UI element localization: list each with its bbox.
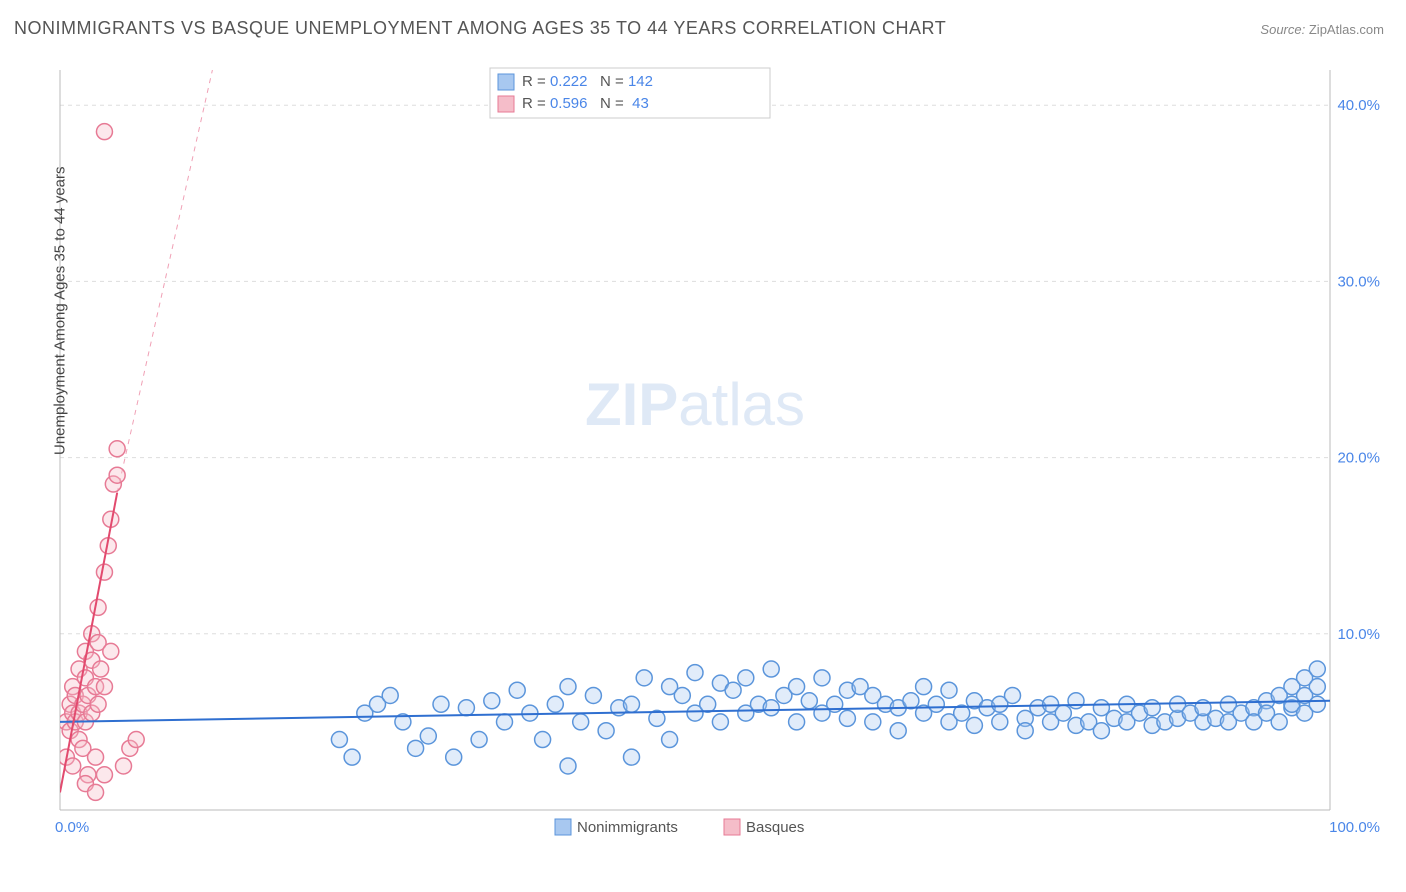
data-point (624, 749, 640, 765)
data-point (928, 696, 944, 712)
y-tick-label: 10.0% (1337, 626, 1380, 643)
data-point (446, 749, 462, 765)
data-point (1005, 687, 1021, 703)
y-tick-label: 20.0% (1337, 450, 1380, 467)
plot-area: Unemployment Among Ages 35 to 44 years 1… (50, 60, 1390, 850)
data-point (1271, 714, 1287, 730)
data-point (1055, 705, 1071, 721)
y-tick-label: 30.0% (1337, 273, 1380, 290)
data-point (789, 679, 805, 695)
data-point (789, 714, 805, 730)
legend-swatch (555, 819, 571, 835)
legend-label: Basques (746, 819, 804, 836)
data-point (560, 758, 576, 774)
data-point (1093, 723, 1109, 739)
data-point (598, 723, 614, 739)
stats-swatch (498, 96, 514, 112)
data-point (674, 687, 690, 703)
data-point (839, 710, 855, 726)
y-axis-label: Unemployment Among Ages 35 to 44 years (52, 166, 69, 455)
data-point (96, 124, 112, 140)
legend-label: Nonimmigrants (577, 819, 678, 836)
data-point (109, 441, 125, 457)
data-point (738, 670, 754, 686)
y-tick-label: 40.0% (1337, 97, 1380, 114)
data-point (687, 665, 703, 681)
legend-swatch (724, 819, 740, 835)
data-point (636, 670, 652, 686)
data-point (458, 700, 474, 716)
data-point (573, 714, 589, 730)
stats-swatch (498, 74, 514, 90)
data-point (90, 696, 106, 712)
data-point (484, 693, 500, 709)
data-point (560, 679, 576, 695)
data-point (547, 696, 563, 712)
data-point (941, 682, 957, 698)
data-point (509, 682, 525, 698)
data-point (662, 732, 678, 748)
data-point (903, 693, 919, 709)
x-tick-label: 100.0% (1329, 819, 1380, 836)
data-point (890, 723, 906, 739)
data-point (408, 740, 424, 756)
data-point (331, 732, 347, 748)
x-tick-label: 0.0% (55, 819, 89, 836)
data-point (624, 696, 640, 712)
data-point (1309, 696, 1325, 712)
data-point (497, 714, 513, 730)
data-point (700, 696, 716, 712)
data-point (88, 784, 104, 800)
source-value: ZipAtlas.com (1309, 22, 1384, 37)
data-point (128, 732, 144, 748)
data-point (109, 467, 125, 483)
data-point (1144, 700, 1160, 716)
scatter-chart: 10.0% 20.0% 30.0% 40.0% 0.0% 100.0% ZIPatlas R … (50, 60, 1390, 850)
data-point (96, 564, 112, 580)
data-point (96, 679, 112, 695)
data-point (585, 687, 601, 703)
data-point (93, 661, 109, 677)
source-attribution: Source: ZipAtlas.com (1260, 22, 1384, 37)
stats-row: R = 0.596 N = 43 (522, 95, 649, 112)
data-point (814, 670, 830, 686)
data-point (1309, 661, 1325, 677)
data-point (90, 599, 106, 615)
data-point (382, 687, 398, 703)
chart-title: NONIMMIGRANTS VS BASQUE UNEMPLOYMENT AMO… (14, 18, 946, 39)
data-point (865, 714, 881, 730)
data-point (1068, 693, 1084, 709)
watermark: ZIPatlas (585, 371, 805, 438)
data-point (1309, 679, 1325, 695)
data-point (712, 714, 728, 730)
source-label: Source: (1260, 22, 1305, 37)
data-point (116, 758, 132, 774)
data-point (471, 732, 487, 748)
data-point (88, 749, 104, 765)
data-point (103, 643, 119, 659)
stats-row: R = 0.222 N = 142 (522, 73, 653, 90)
data-point (992, 714, 1008, 730)
data-point (420, 728, 436, 744)
data-point (535, 732, 551, 748)
data-point (966, 717, 982, 733)
data-point (96, 767, 112, 783)
data-point (1017, 723, 1033, 739)
data-point (763, 661, 779, 677)
data-point (763, 700, 779, 716)
data-point (344, 749, 360, 765)
data-point (433, 696, 449, 712)
data-point (801, 693, 817, 709)
data-point (916, 679, 932, 695)
data-point (725, 682, 741, 698)
